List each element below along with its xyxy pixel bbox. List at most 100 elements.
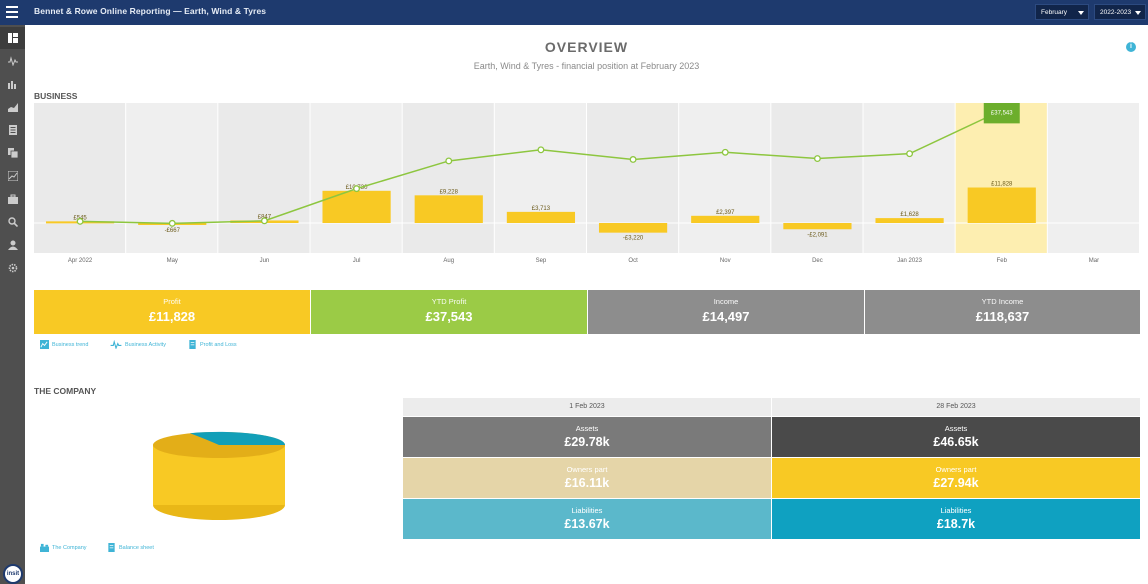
link-balance-sheet[interactable]: Balance sheet — [107, 543, 154, 552]
kpi-label: YTD Income — [981, 297, 1024, 306]
sidebar-item-dashboard[interactable] — [0, 27, 25, 49]
link-business-trend[interactable]: Business trend — [40, 340, 88, 349]
assets-start-cell[interactable]: Assets £29.78k — [403, 417, 771, 457]
ytd-point — [353, 185, 361, 193]
owners-part-start-cell[interactable]: Owners part £16.11k — [403, 458, 771, 498]
date-start-header: 1 Feb 2023 — [403, 398, 771, 416]
info-icon[interactable]: i — [1126, 42, 1136, 52]
x-tick-label: Jul — [353, 258, 361, 264]
document-icon — [108, 543, 115, 552]
ytd-highlight-label: £37,543 — [991, 110, 1013, 116]
document-icon — [8, 125, 17, 135]
link-label: Business trend — [52, 341, 89, 348]
sidebar: insit — [0, 25, 25, 584]
chart-bar — [414, 195, 483, 223]
x-tick-label: Apr 2022 — [68, 258, 93, 264]
link-profit-and-loss[interactable]: Profit and Loss — [188, 340, 237, 349]
chart-band — [126, 103, 218, 253]
top-bar: Bennet & Rowe Online Reporting — Earth, … — [0, 0, 1148, 25]
bar-label: £2,397 — [716, 210, 735, 216]
x-tick-label: Oct — [628, 258, 638, 264]
trend-icon — [40, 340, 49, 349]
menu-icon[interactable] — [6, 6, 18, 18]
x-tick-label: Nov — [720, 258, 731, 264]
dashboard-icon — [7, 33, 18, 43]
chart-band — [310, 103, 402, 253]
chevron-down-icon — [1135, 11, 1141, 15]
pie-slice-liabilities — [190, 431, 286, 445]
sidebar-item-settings[interactable] — [0, 257, 25, 279]
chart-band — [218, 103, 310, 253]
bar-label: -£3,220 — [623, 236, 644, 242]
kpi-ytd-profit[interactable]: YTD Profit £37,543 — [311, 290, 587, 334]
sidebar-item-bar-chart[interactable] — [0, 73, 25, 95]
kpi-income[interactable]: Income £14,497 — [588, 290, 864, 334]
assets-end-cell[interactable]: Assets £46.65k — [772, 417, 1140, 457]
link-label: The Company — [52, 544, 87, 551]
chart-bar — [598, 223, 668, 233]
report-icon — [7, 148, 18, 158]
ytd-point — [813, 155, 821, 163]
sidebar-item-briefcase[interactable] — [0, 188, 25, 210]
bar-label: £11,828 — [991, 182, 1013, 188]
kpi-value: £11,828 — [148, 309, 196, 324]
kpi-ytd-income[interactable]: YTD Income £118,637 — [865, 290, 1140, 334]
bar-label: £3,713 — [532, 206, 551, 212]
sidebar-item-user[interactable] — [0, 234, 25, 256]
company-section-title: THE COMPANY — [34, 386, 97, 396]
briefcase-icon — [7, 194, 18, 204]
cell-value: £29.78k — [564, 435, 610, 449]
chart-bar — [783, 223, 852, 230]
year-select[interactable]: 2022-2023 — [1094, 4, 1146, 20]
cell-label: Liabilities — [571, 506, 603, 515]
ytd-point — [537, 146, 545, 154]
kpi-profit[interactable]: Profit £11,828 — [34, 290, 310, 334]
ytd-point — [260, 217, 268, 225]
sidebar-item-document[interactable] — [0, 119, 25, 141]
link-label: Business Activity — [125, 341, 166, 348]
sidebar-item-activity[interactable] — [0, 50, 25, 72]
link-label: Profit and Loss — [200, 341, 237, 348]
cell-value: £16.11k — [564, 476, 610, 490]
cell-value: £46.65k — [933, 435, 979, 449]
bar-label: £1,628 — [900, 212, 919, 218]
kpi-value: £14,497 — [702, 309, 750, 324]
insit-logo[interactable]: insit — [3, 564, 23, 584]
sidebar-item-search[interactable] — [0, 211, 25, 233]
link-business-activity[interactable]: Business Activity — [110, 340, 166, 349]
area-chart-icon — [7, 103, 18, 112]
app-title: Bennet & Rowe Online Reporting — Earth, … — [34, 6, 267, 16]
chart-bar — [691, 215, 760, 223]
x-tick-label: Jan 2023 — [897, 258, 922, 264]
cell-value: £27.94k — [933, 476, 979, 490]
building-icon — [40, 543, 49, 552]
x-tick-label: Feb — [997, 258, 1008, 264]
document-icon — [189, 340, 196, 349]
trend-icon — [7, 171, 18, 181]
liabilities-start-cell[interactable]: Liabilities £13.67k — [403, 499, 771, 539]
ytd-point — [445, 157, 453, 165]
bar-label: -£667 — [165, 228, 181, 234]
ytd-point — [76, 217, 84, 225]
x-tick-label: Mar — [1089, 258, 1099, 264]
search-icon — [7, 217, 18, 227]
cell-label: Owners part — [935, 465, 977, 474]
sidebar-item-trend[interactable] — [0, 165, 25, 187]
cell-label: Liabilities — [940, 506, 972, 515]
chart-band — [1047, 103, 1139, 253]
link-label: Balance sheet — [119, 544, 154, 551]
link-the-company[interactable]: The Company — [40, 543, 87, 552]
sidebar-item-area-chart[interactable] — [0, 96, 25, 118]
ytd-point — [629, 156, 637, 163]
owners-part-end-cell[interactable]: Owners part £27.94k — [772, 458, 1140, 498]
month-select[interactable]: February — [1035, 4, 1089, 20]
sidebar-item-report[interactable] — [0, 142, 25, 164]
x-tick-label: May — [167, 258, 178, 264]
business-section-title: BUSINESS — [34, 91, 78, 101]
business-chart: £545-£667£847£10,730£9,228£3,713-£3,220£… — [34, 103, 1140, 264]
liabilities-end-cell[interactable]: Liabilities £18.7k — [772, 499, 1140, 539]
cell-label: Assets — [944, 424, 968, 433]
ytd-point — [906, 150, 914, 158]
ytd-point — [168, 219, 176, 227]
kpi-label: Profit — [163, 297, 181, 306]
